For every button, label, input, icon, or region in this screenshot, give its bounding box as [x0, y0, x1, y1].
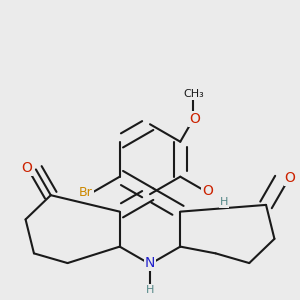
Text: O: O [189, 112, 200, 126]
Text: N: N [145, 256, 155, 270]
Text: O: O [285, 171, 296, 185]
Text: CH₃: CH₃ [183, 89, 204, 99]
Text: H: H [220, 197, 229, 207]
Text: O: O [202, 184, 213, 198]
Text: H: H [146, 285, 154, 295]
Text: Br: Br [79, 186, 93, 199]
Text: O: O [21, 161, 32, 175]
